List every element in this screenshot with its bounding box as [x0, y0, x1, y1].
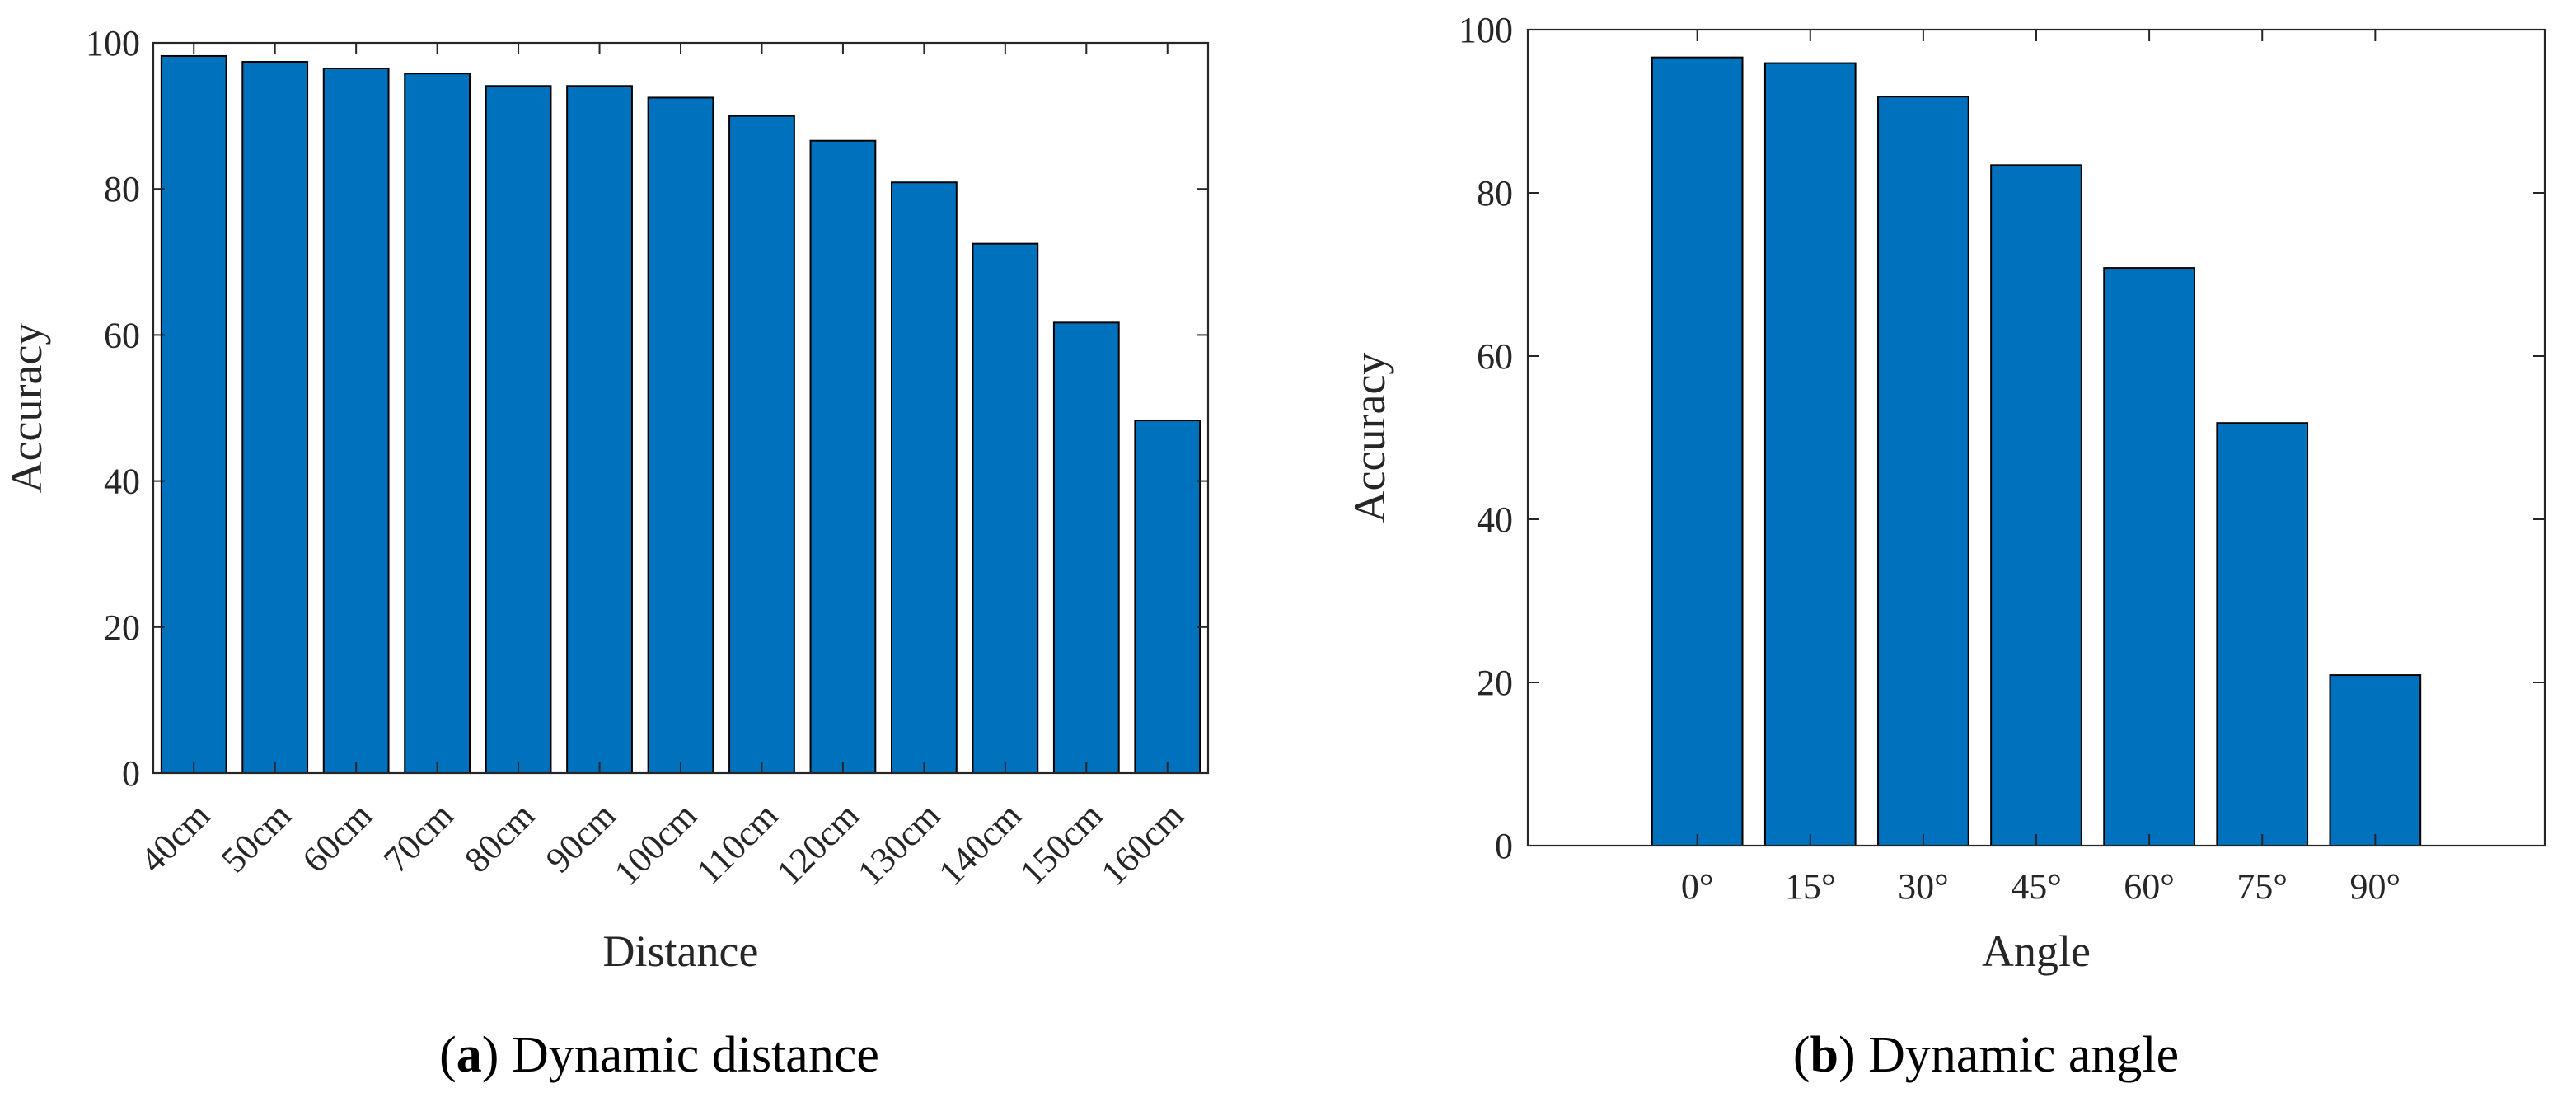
y-tick-label-b-3: 60 — [1477, 336, 1513, 377]
bar-a-12 — [1134, 420, 1201, 774]
x-tick-label-a-10: 140cm — [931, 795, 1029, 893]
y-tick-label-a-2: 40 — [104, 462, 140, 502]
y-tick-label-b-1: 20 — [1477, 663, 1513, 703]
bar-a-6 — [647, 96, 714, 774]
y-tick-label-a-5: 100 — [86, 23, 140, 63]
bar-a-9 — [891, 181, 958, 775]
bar-a-5 — [566, 85, 633, 774]
x-tick-label-a-6: 100cm — [607, 795, 705, 893]
y-tick-label-a-4: 80 — [104, 169, 140, 209]
caption-letter-a: a — [457, 1027, 482, 1083]
bar-a-4 — [485, 85, 552, 774]
bar-b-1 — [1763, 62, 1857, 846]
x-tick-label-a-3: 70cm — [376, 795, 461, 880]
x-tick-label-a-11: 150cm — [1012, 795, 1110, 893]
bar-a-3 — [404, 73, 471, 774]
y-tick-label-b-0: 0 — [1495, 826, 1513, 866]
y-tick-label-a-3: 60 — [104, 315, 140, 355]
caption-letter-b: b — [1810, 1027, 1838, 1083]
bar-b-0 — [1651, 56, 1744, 847]
caption-text-a: Dynamic distance — [512, 1027, 879, 1083]
x-tick-label-a-7: 110cm — [688, 795, 785, 892]
x-tick-label-a-2: 60cm — [294, 795, 380, 880]
bar-a-11 — [1052, 321, 1120, 774]
caption-a: (a) Dynamic distance — [439, 1027, 879, 1083]
x-axis-label-b: Angle — [1982, 926, 2091, 976]
x-axis-label-a: Distance — [603, 926, 759, 976]
x-tick-label-b-0: 0° — [1681, 866, 1714, 907]
bar-a-1 — [241, 61, 309, 775]
bar-a-8 — [809, 139, 877, 775]
bar-a-10 — [972, 242, 1039, 774]
x-tick-label-a-8: 120cm — [769, 795, 867, 893]
x-tick-label-a-0: 40cm — [133, 795, 218, 880]
panel-a-distance-chart: 02040608010040cm50cm60cm70cm80cm90cm100c… — [2, 23, 1210, 1083]
bar-b-6 — [2329, 674, 2422, 847]
bar-b-3 — [1990, 164, 2082, 846]
x-tick-label-a-9: 130cm — [850, 795, 948, 893]
y-axis-label-a: Accuracy — [2, 323, 51, 494]
x-tick-label-a-12: 160cm — [1094, 795, 1192, 893]
y-tick-label-a-0: 0 — [122, 753, 140, 794]
x-tick-label-b-3: 45° — [2011, 866, 2062, 907]
y-tick-label-a-1: 20 — [104, 607, 140, 648]
y-tick-label-b-5: 100 — [1459, 10, 1513, 50]
bar-a-0 — [160, 54, 227, 774]
bar-b-4 — [2103, 267, 2195, 846]
bar-b-5 — [2216, 422, 2309, 846]
y-tick-label-b-4: 80 — [1477, 173, 1513, 213]
x-tick-label-a-4: 80cm — [457, 795, 542, 880]
x-tick-label-b-1: 15° — [1785, 866, 1836, 907]
x-tick-label-b-6: 90° — [2350, 866, 2401, 907]
bar-b-2 — [1877, 96, 1969, 847]
x-tick-label-b-2: 30° — [1898, 866, 1949, 907]
panel-b-angle-chart: 0 20 40 60 80 100 0° 15° 30° 45° 60° 75° 90° Angle Acc… — [1345, 10, 2546, 1083]
bar-a-2 — [322, 68, 390, 774]
x-tick-label-a-1: 50cm — [213, 795, 299, 880]
bar-a-7 — [728, 115, 795, 775]
y-axis-label-b: Accuracy — [1345, 353, 1394, 523]
caption-text-b: Dynamic angle — [1868, 1027, 2179, 1083]
x-tick-label-b-5: 75° — [2236, 866, 2288, 907]
x-tick-label-b-4: 60° — [2124, 866, 2175, 907]
y-tick-label-b-2: 40 — [1477, 499, 1513, 540]
caption-b: (b) Dynamic angle — [1793, 1027, 2179, 1083]
